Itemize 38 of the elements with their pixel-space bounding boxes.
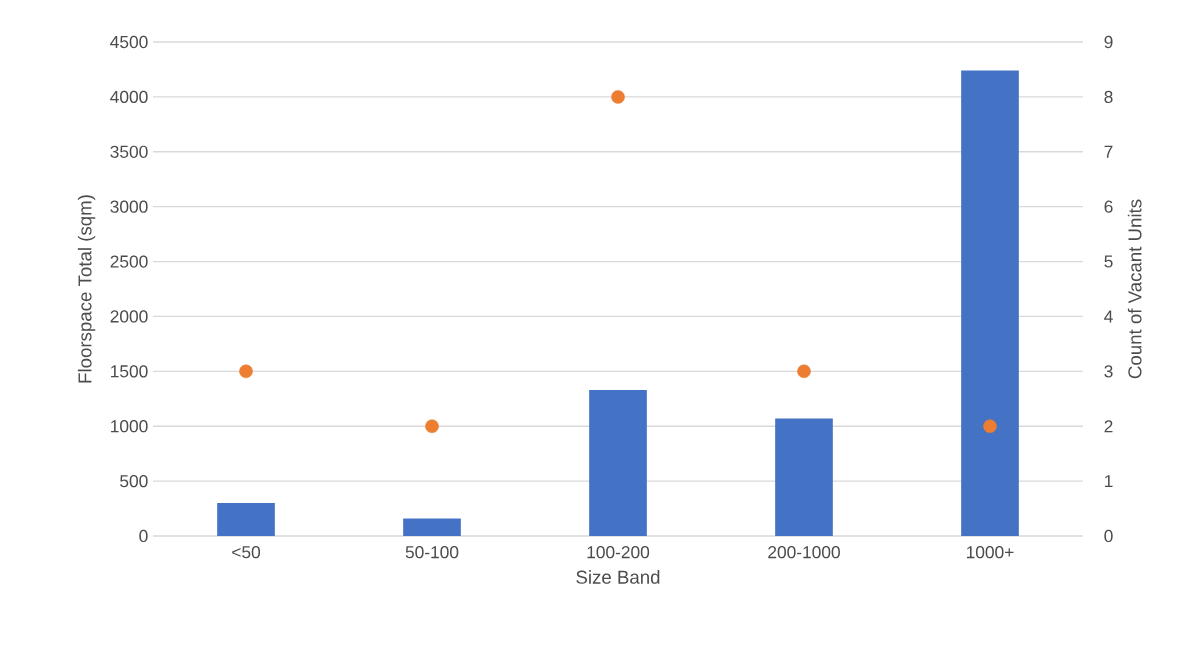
y-tick-label: 3000 (110, 200, 148, 213)
y2-axis-title: Count of Vacant Units (1127, 199, 1142, 379)
bar (589, 389, 647, 536)
y-tick-label: 4500 (110, 35, 148, 49)
bar (403, 518, 461, 536)
y2-tick-label: 4 (1104, 310, 1113, 323)
x-tick-label: 50-100 (405, 546, 459, 559)
x-tick-label: 1000+ (966, 546, 1014, 559)
bar (775, 418, 833, 536)
y2-tick-label: 9 (1104, 35, 1113, 49)
y2-tick-label: 6 (1104, 200, 1113, 213)
y2-tick-label: 2 (1104, 420, 1113, 433)
y2-tick-label: 3 (1104, 365, 1113, 378)
x-tick-label: 100-200 (587, 546, 650, 559)
y-tick-label: 500 (120, 474, 148, 488)
y-tick-label: 1500 (111, 365, 148, 378)
x-tick-label: <50 (232, 546, 261, 559)
x-tick-label: 200-1000 (768, 546, 840, 559)
y2-tick-label: 8 (1104, 90, 1113, 104)
bar (217, 503, 275, 536)
x-axis-title: Size Band (576, 570, 660, 584)
point (239, 364, 253, 379)
y2-tick-label: 7 (1104, 145, 1113, 158)
y2-tick-label: 5 (1104, 255, 1113, 268)
y-tick-label: 3500 (110, 145, 148, 158)
point (611, 90, 625, 104)
y2-tick-label: 0 (1104, 529, 1113, 543)
y-tick-label: 2000 (110, 310, 148, 323)
bar (961, 70, 1019, 536)
y-tick-label: 2500 (110, 255, 148, 268)
y-axis-title: Floorspace Total (sqm) (77, 195, 96, 383)
y2-tick-label: 1 (1105, 475, 1113, 488)
point (983, 419, 997, 433)
y-tick-label: 0 (139, 529, 148, 543)
point (797, 364, 811, 379)
y-tick-label: 4000 (110, 90, 148, 104)
point (425, 419, 439, 433)
y-tick-label: 1000 (111, 420, 148, 433)
